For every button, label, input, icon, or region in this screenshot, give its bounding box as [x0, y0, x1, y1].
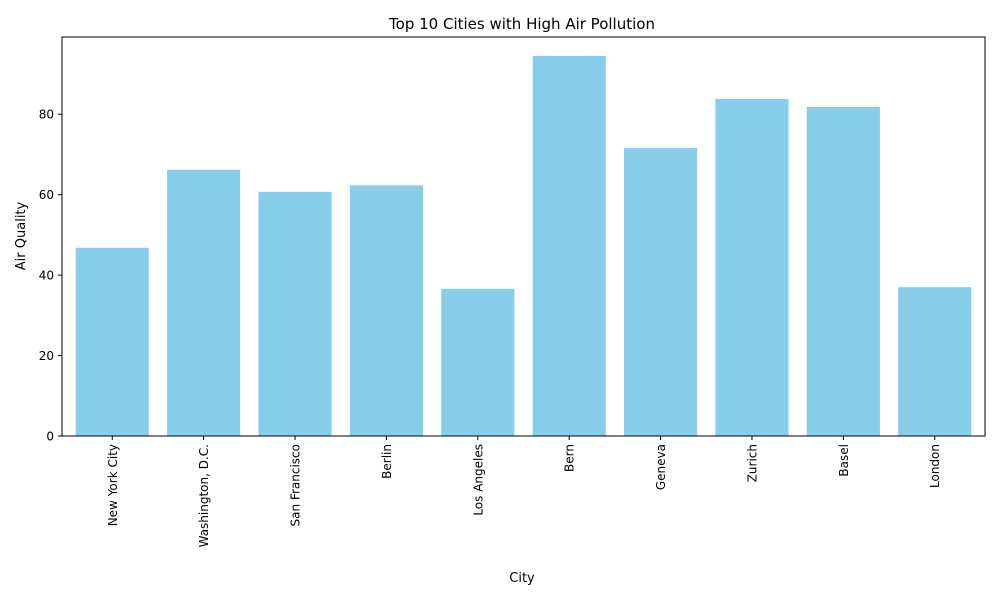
bar-washington-d-c	[167, 169, 241, 437]
x-tick-label: Zurich	[745, 444, 759, 482]
x-axis-label: City	[509, 571, 535, 586]
y-axis-label: Air Quality	[14, 201, 29, 270]
y-tick-label: 40	[39, 269, 54, 283]
y-tick-label: 20	[39, 349, 54, 363]
x-tick-label: Geneva	[654, 444, 668, 490]
bar-bern	[532, 55, 606, 437]
y-tick-label: 80	[39, 108, 54, 122]
y-tick-label: 0	[46, 430, 54, 444]
x-tick-label: London	[928, 444, 942, 488]
bar-basel	[806, 106, 880, 437]
x-tick-label: San Francisco	[289, 444, 303, 526]
bar-geneva	[624, 148, 698, 436]
y-tick-label: 60	[39, 188, 54, 202]
bar-san-francisco	[258, 191, 332, 436]
bar-new-york-city	[75, 247, 149, 436]
x-tick-label: Washington, D.C.	[197, 444, 211, 547]
bar-zurich	[715, 98, 789, 436]
x-tick-label: Basel	[837, 444, 851, 477]
bar-london	[898, 287, 972, 436]
bars-layer	[75, 55, 972, 437]
x-tick-label: Bern	[563, 444, 577, 472]
chart-title: Top 10 Cities with High Air Pollution	[388, 15, 655, 33]
x-tick-label: Los Angeles	[471, 444, 485, 516]
plot-frame	[61, 36, 986, 437]
bar-berlin	[349, 185, 423, 436]
axes-layer: 0 20 40 60 80 New York City Washington, D.C. Sa…	[39, 36, 986, 547]
x-tick-label: Berlin	[380, 444, 394, 479]
x-tick-label: New York City	[106, 444, 120, 526]
bar-los-angeles	[441, 288, 515, 436]
